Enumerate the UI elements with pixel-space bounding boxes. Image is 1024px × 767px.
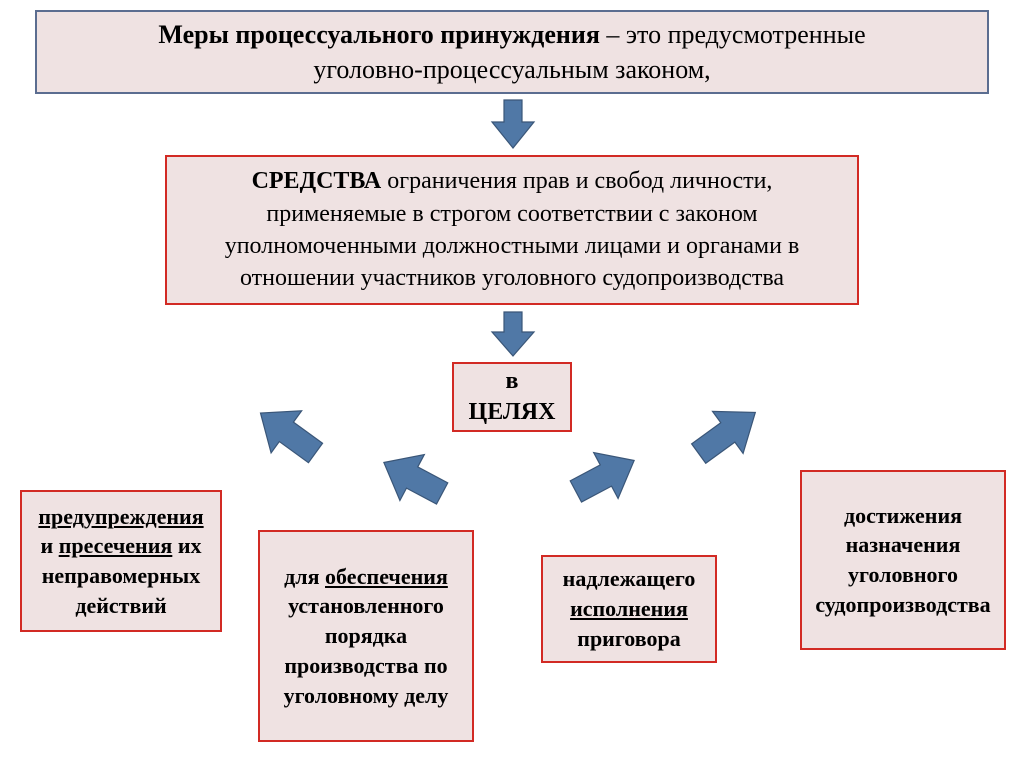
purpose-box-1: предупреждения и пресечения их неправоме… bbox=[20, 490, 222, 632]
b1-l4: действий bbox=[34, 591, 208, 621]
b1-l1: предупреждения bbox=[34, 502, 208, 532]
definition-box: Меры процессуального принуждения – это п… bbox=[35, 10, 989, 94]
b2-l2: установленного bbox=[272, 591, 460, 621]
definition-bold: Меры процессуального принуждения bbox=[158, 20, 600, 49]
means-line3: уполномоченными должностными лицами и ор… bbox=[179, 230, 845, 262]
arrow-diag-left-far bbox=[242, 389, 333, 477]
arrow-down-2 bbox=[490, 310, 536, 358]
arrow-diag-right-far bbox=[681, 389, 774, 478]
means-line2: применяемые в строгом соответствии с зак… bbox=[179, 198, 845, 230]
arrow-diag-right bbox=[561, 435, 649, 517]
definition-line2: уголовно-процессуальным законом, bbox=[49, 52, 975, 87]
definition-rest1: – это предусмотренные bbox=[600, 20, 866, 49]
purpose-box-2: для обеспечения установленного порядка п… bbox=[258, 530, 474, 742]
arrow-diag-left bbox=[369, 437, 457, 519]
means-rest1: ограничения прав и свобод личности, bbox=[387, 168, 772, 194]
means-line1: СРЕДСТВА ограничения прав и свобод лично… bbox=[179, 165, 845, 197]
b3-l3: приговора bbox=[555, 624, 703, 654]
b3-l2: исполнения bbox=[555, 594, 703, 624]
means-box: СРЕДСТВА ограничения прав и свобод лично… bbox=[165, 155, 859, 305]
b4-l2: назначения bbox=[814, 530, 992, 560]
arrow-down-1 bbox=[490, 98, 536, 150]
purpose-box-3: надлежащего исполнения приговора bbox=[541, 555, 717, 663]
means-bold: СРЕДСТВА bbox=[252, 168, 388, 194]
b4-l1: достижения bbox=[814, 501, 992, 531]
b3-l1: надлежащего bbox=[555, 564, 703, 594]
b2-l3: порядка bbox=[272, 621, 460, 651]
b2-l1: для обеспечения bbox=[272, 562, 460, 592]
b1-l2: и пресечения их bbox=[34, 531, 208, 561]
b4-l4: судопроизводства bbox=[814, 590, 992, 620]
b2-l4: производства по bbox=[272, 651, 460, 681]
goals-box: в ЦЕЛЯХ bbox=[452, 362, 572, 432]
purpose-box-4: достижения назначения уголовного судопро… bbox=[800, 470, 1006, 650]
b2-l5: уголовному делу bbox=[272, 681, 460, 711]
b4-l3: уголовного bbox=[814, 560, 992, 590]
definition-line1: Меры процессуального принуждения – это п… bbox=[49, 17, 975, 52]
goals-l1: в bbox=[466, 366, 558, 397]
goals-l2: ЦЕЛЯХ bbox=[466, 397, 558, 428]
means-line4: отношении участников уголовного судопрои… bbox=[179, 262, 845, 294]
b1-l3: неправомерных bbox=[34, 561, 208, 591]
